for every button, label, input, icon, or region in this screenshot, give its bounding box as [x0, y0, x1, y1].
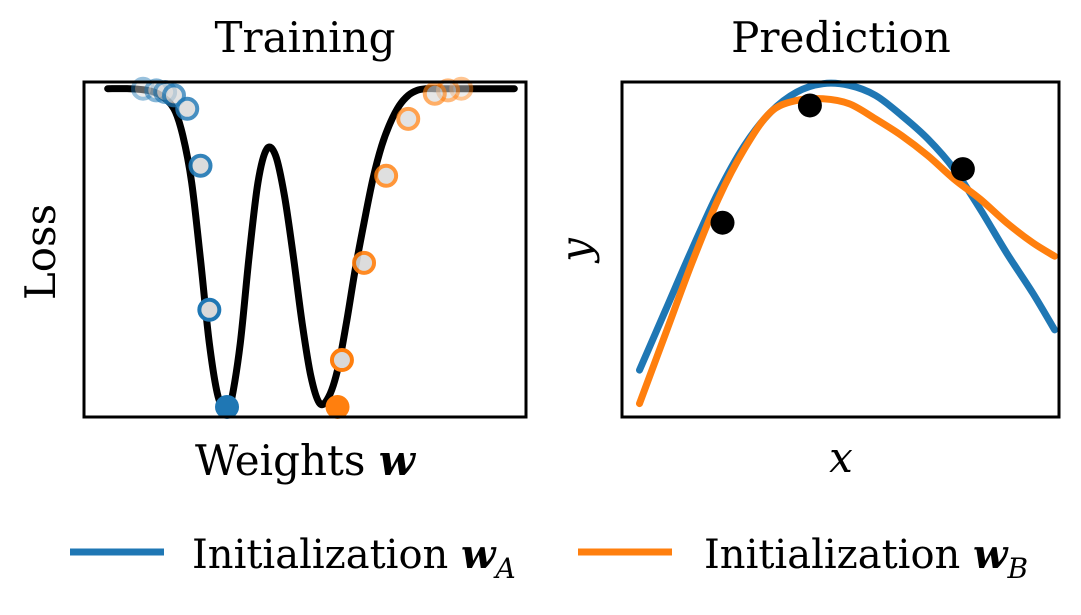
training-xlabel-symbol: w: [379, 436, 417, 485]
training-trajectory-point: [352, 250, 377, 275]
legend-label-a: Initialization wA: [192, 531, 516, 585]
training-trajectory-point: [329, 348, 354, 373]
prediction-data-point: [797, 93, 822, 118]
prediction-panel: Prediction y x: [551, 13, 1061, 482]
training-trajectory-point: [197, 297, 222, 322]
training-trajectory-point: [188, 153, 213, 178]
legend: Initialization wA Initialization wB: [70, 531, 1028, 585]
training-axes-frame: [82, 80, 528, 419]
training-data-point: [215, 394, 240, 419]
training-trajectory-point: [396, 106, 421, 131]
prediction-axes-frame: [620, 80, 1061, 419]
training-ylabel: Loss: [16, 204, 65, 300]
training-trajectory-point: [422, 81, 447, 106]
legend-label-b-symbol: w: [973, 531, 1009, 578]
legend-label-b-subscript: B: [1006, 552, 1028, 585]
prediction-series-line-0: [635, 79, 1059, 374]
legend-label-a-subscript: A: [492, 552, 515, 585]
legend-entry-a: Initialization wA: [70, 531, 516, 585]
training-title: Training: [215, 13, 396, 62]
prediction-plot-area: [635, 79, 1059, 408]
prediction-data-point: [950, 157, 975, 182]
prediction-data-point: [710, 210, 735, 235]
legend-label-b: Initialization wB: [704, 531, 1028, 585]
training-data-point: [325, 394, 350, 419]
training-xlabel: Weights w: [195, 436, 417, 485]
prediction-xlabel: x: [829, 433, 853, 482]
legend-label-a-symbol: w: [461, 531, 497, 578]
prediction-ylabel: y: [551, 237, 600, 264]
legend-entry-b: Initialization wB: [578, 531, 1028, 585]
prediction-series-line-1: [635, 94, 1059, 408]
legend-label-b-text: Initialization: [704, 532, 960, 578]
training-trajectory-point: [374, 163, 399, 188]
legend-label-a-text: Initialization: [192, 532, 448, 578]
training-xlabel-text: Weights: [195, 436, 365, 485]
training-trajectory-point: [175, 96, 200, 121]
training-plot-area: [104, 76, 518, 419]
training-series-line-0: [104, 85, 518, 415]
training-panel: Training Loss Weights w: [16, 13, 528, 485]
prediction-title: Prediction: [731, 13, 951, 62]
